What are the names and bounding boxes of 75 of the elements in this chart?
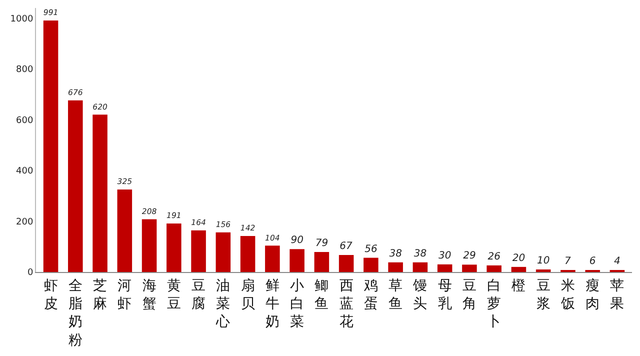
data-label: 56 [364,244,378,255]
bar [240,236,256,272]
x-tick-label: 草鱼 [388,278,403,312]
data-label: 676 [68,88,83,98]
data-label: 79 [315,238,328,249]
y-tick-label: 400 [16,166,34,177]
data-label: 6 [589,256,596,267]
x-tick-label: 米饭 [560,278,575,312]
data-label: 104 [265,233,280,242]
y-tick-label: 600 [16,116,34,126]
x-tick-label: 西蓝花 [339,278,354,330]
x-tick-label: 橙 [512,278,526,294]
data-label: 90 [290,235,304,246]
x-tick-label: 鸡蛋 [362,278,378,312]
bar [166,224,182,272]
y-tick-label: 0 [27,268,34,278]
x-tick-label: 苹果 [610,278,624,312]
data-label: 67 [340,240,353,252]
data-label: 29 [463,250,476,262]
data-label: 10 [536,255,550,266]
y-tick-label: 200 [16,217,34,228]
bar [216,232,231,272]
x-tick-label: 鲫鱼 [314,278,329,312]
bar [142,219,157,272]
x-tick-label: 鲜牛奶 [265,278,280,330]
bar [437,264,452,272]
bar [486,265,502,272]
data-label: 20 [512,252,526,264]
data-label: 991 [43,8,58,18]
x-tick-label: 黄豆 [166,278,181,312]
x-tick-label: 河虾 [118,278,132,312]
x-tick-label: 芝麻 [93,278,108,312]
x-tick-label: 母乳 [438,278,452,312]
y-tick-label: 800 [16,65,34,76]
x-tick-label: 扇贝 [240,278,255,312]
x-tick-label: 海蟹 [142,278,156,312]
data-label: 208 [142,206,157,216]
data-label: 4 [614,256,620,267]
bar [364,258,378,272]
x-tick-label: 小白菜 [290,278,304,330]
x-tick-label: 瘦肉 [586,278,600,312]
bar [511,266,526,272]
data-label: 164 [191,218,206,228]
data-label: 7 [564,256,572,267]
bar [338,254,354,272]
bar [191,230,206,272]
x-tick-label: 豆腐 [192,278,206,312]
bar [290,249,304,272]
bar [117,190,132,272]
x-tick-label: 油菜心 [215,278,230,330]
bar [314,252,330,272]
bar [68,100,83,272]
data-label: 30 [438,250,452,262]
y-tick-label: 1000 [10,14,34,24]
x-tick-label: 馒头 [412,278,428,312]
data-label: 142 [240,224,256,233]
data-label: 620 [92,102,108,112]
x-tick-label: 虾皮 [44,278,58,312]
data-label: 191 [166,211,182,220]
x-tick-label: 全脂奶粉 [68,278,82,348]
bar [265,246,280,272]
bar [412,262,428,272]
bar [43,20,58,272]
data-label: 26 [488,251,500,262]
bar [92,114,108,272]
x-tick-label: 豆浆 [536,278,550,312]
data-label: 38 [414,248,427,260]
data-label: 38 [389,248,402,260]
x-tick-label: 白萝卜 [487,278,502,330]
bar [536,269,551,272]
bar [462,264,477,272]
bar [388,262,403,272]
x-tick-label: 豆角 [462,278,476,312]
data-label: 325 [117,177,132,186]
data-label: 156 [216,220,231,230]
